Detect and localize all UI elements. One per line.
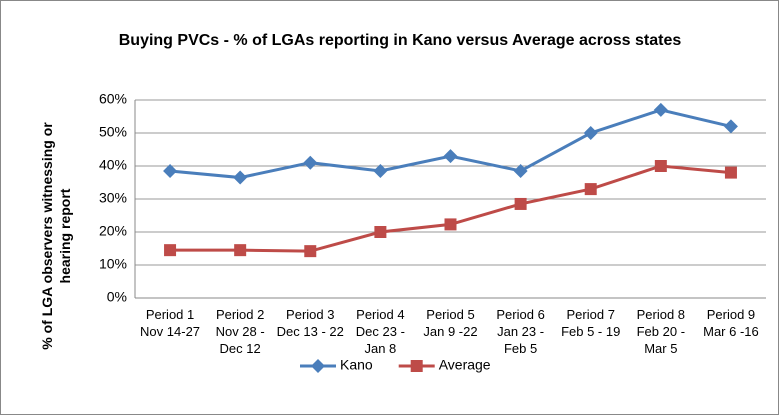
y-tick-label: 50% bbox=[99, 124, 127, 140]
marker bbox=[163, 163, 178, 178]
marker bbox=[311, 359, 325, 373]
x-tick-label: Period 7 Feb 5 - 19 bbox=[561, 307, 621, 339]
marker bbox=[513, 163, 528, 178]
y-tick-label: 10% bbox=[99, 256, 127, 272]
x-tick-label: Period 3 Dec 13 - 22 bbox=[276, 307, 344, 339]
marker bbox=[444, 218, 457, 231]
marker bbox=[303, 155, 318, 170]
series-line bbox=[169, 108, 732, 180]
marker bbox=[584, 183, 597, 196]
marker bbox=[583, 126, 598, 140]
y-tick-label: 30% bbox=[99, 190, 127, 206]
marker bbox=[443, 149, 458, 164]
marker bbox=[304, 245, 317, 258]
chart-title: Buying PVCs - % of LGAs reporting in Kan… bbox=[118, 32, 682, 49]
marker bbox=[723, 119, 738, 134]
marker bbox=[233, 170, 248, 185]
x-tick-label: Period 1 Nov 14-27 bbox=[140, 307, 201, 339]
x-tick-label: Period 2 Nov 28 - Dec 12 bbox=[215, 307, 265, 356]
x-tick-label: Period 4 Dec 23 - Jan 8 bbox=[355, 307, 405, 356]
legend-label: Average bbox=[439, 357, 491, 373]
marker bbox=[653, 102, 668, 117]
y-tick-label: 60% bbox=[99, 91, 127, 107]
x-tick-label: Period 6 Jan 23 - Feb 5 bbox=[496, 307, 545, 356]
y-tick-label: 40% bbox=[99, 157, 127, 173]
marker bbox=[374, 226, 387, 238]
marker bbox=[724, 166, 737, 179]
marker bbox=[514, 197, 527, 210]
x-tick-label: Period 5 Jan 9 -22 bbox=[423, 307, 478, 339]
marker bbox=[373, 163, 388, 178]
y-tick-label: 0% bbox=[107, 289, 127, 305]
y-axis-label: % of LGA observers witnessing or hearing… bbox=[39, 122, 73, 350]
marker bbox=[410, 360, 423, 372]
marker bbox=[654, 160, 667, 172]
series-line bbox=[170, 164, 732, 253]
y-tick-label: 20% bbox=[99, 223, 127, 239]
marker bbox=[234, 244, 247, 257]
x-tick-label: Period 9 Mar 6 -16 bbox=[703, 307, 759, 339]
legend-label: Kano bbox=[340, 357, 373, 373]
x-tick-label: Period 8 Feb 20 - Mar 5 bbox=[636, 307, 686, 356]
marker bbox=[164, 244, 177, 257]
